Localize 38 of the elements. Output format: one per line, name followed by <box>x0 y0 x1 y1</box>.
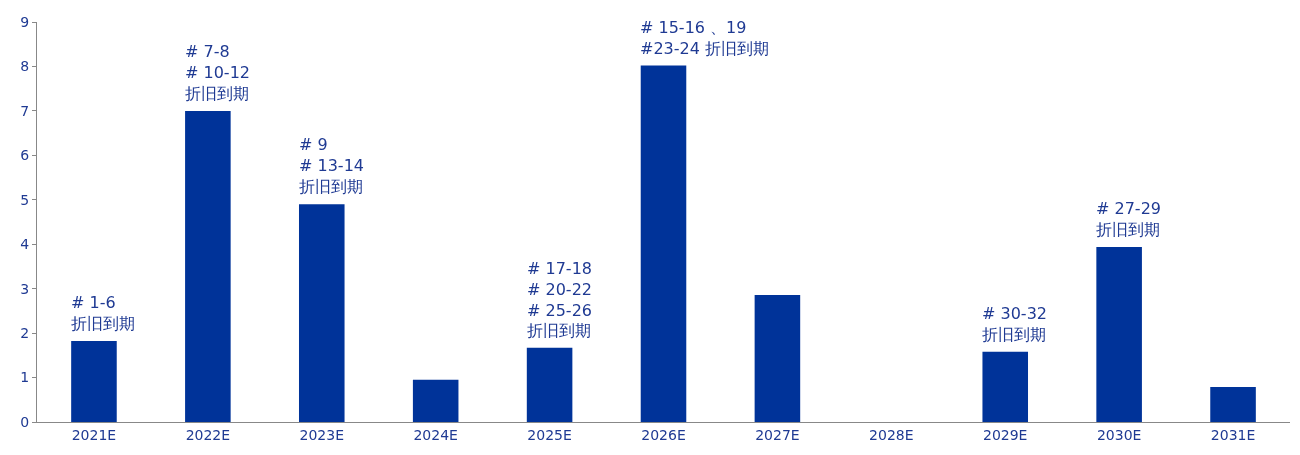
annotation: # 9 # 13-14 折旧到期 <box>299 135 364 196</box>
bar <box>640 65 687 422</box>
annotation: # 27-29 折旧到期 <box>1096 199 1161 239</box>
x-tick-label: 2027E <box>755 426 800 443</box>
y-tick-label: 5 <box>20 191 30 208</box>
annotation: # 30-32 折旧到期 <box>982 304 1047 344</box>
bar <box>982 351 1029 422</box>
x-tick-label: 2023E <box>299 426 345 443</box>
bar <box>526 347 573 422</box>
y-tick-label: 1 <box>20 369 30 386</box>
y-tick-label: 3 <box>20 280 30 297</box>
x-tick-label: 2024E <box>413 426 458 443</box>
bar <box>185 110 231 422</box>
x-tick-label: 2026E <box>641 426 686 443</box>
y-tick-label: 9 <box>20 13 30 30</box>
x-tick-label: 2030E <box>1096 426 1142 443</box>
bar <box>298 204 345 422</box>
y-tick-label: 8 <box>20 58 30 75</box>
bar <box>71 341 117 422</box>
y-tick-label: 0 <box>20 413 30 430</box>
x-tick-label: 2025E <box>527 426 572 443</box>
annotation: # 7-8 # 10-12 折旧到期 <box>185 42 250 103</box>
bar <box>1210 386 1256 422</box>
x-tick-label: 2021E <box>71 426 117 443</box>
bar <box>754 294 801 422</box>
annotation: # 15-16 、19 #23-24 折旧到期 <box>640 18 769 58</box>
y-tick-label: 7 <box>20 102 30 119</box>
x-tick-label: 2028E <box>869 426 914 443</box>
y-tick-label: 4 <box>20 236 30 253</box>
annotation: # 1-6 折旧到期 <box>71 293 135 333</box>
y-tick-label: 2 <box>20 325 30 342</box>
y-tick-label: 6 <box>20 147 30 164</box>
bar <box>1096 246 1142 422</box>
bar <box>412 379 459 422</box>
x-tick-label: 2022E <box>185 426 231 443</box>
x-tick-label: 2029E <box>982 426 1028 443</box>
x-tick-label: 2031E <box>1210 426 1256 443</box>
annotation: # 17-18 # 20-22 # 25-26 折旧到期 <box>527 259 592 341</box>
